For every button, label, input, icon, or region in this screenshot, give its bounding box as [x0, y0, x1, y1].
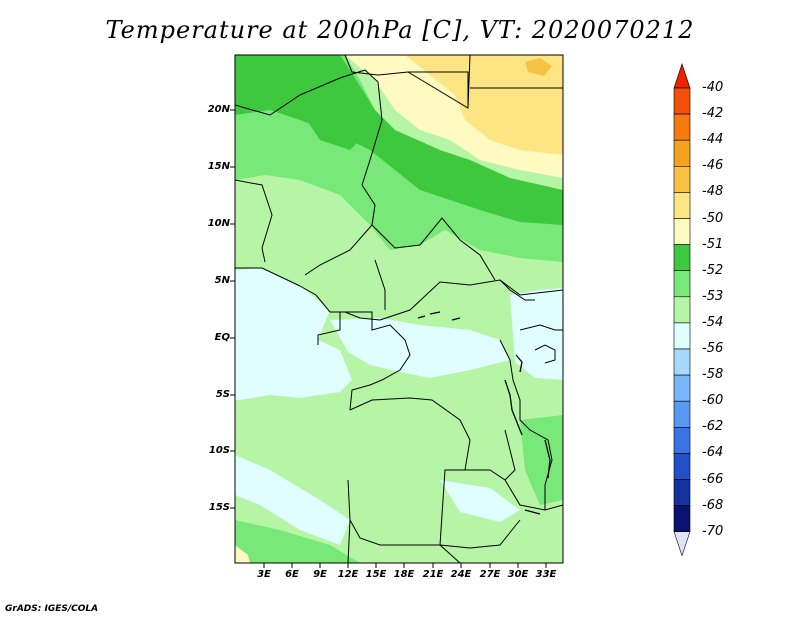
- lat-label: 10S: [208, 445, 230, 456]
- map-frame: [234, 54, 564, 564]
- darkgreen-band: [235, 55, 563, 225]
- colorbar-swatch: [673, 348, 691, 376]
- colorbar-label: -42: [702, 106, 724, 122]
- colorbar-label: -62: [702, 419, 724, 435]
- darkgreen-blob: [300, 95, 370, 150]
- yellow-corner-sw: [235, 545, 250, 563]
- colorbar-label: -51: [702, 236, 724, 252]
- lon-label: 33E: [535, 569, 557, 580]
- cold-region-center: [330, 318, 510, 378]
- colorbar-label: -58: [702, 367, 724, 383]
- lat-label: EQ: [214, 332, 230, 343]
- colorbar-label: -70: [702, 523, 724, 539]
- colorbar-swatch: [673, 139, 691, 167]
- colorbar-label: -46: [702, 158, 724, 174]
- colorbar-swatch: [673, 400, 691, 428]
- cold-region-west: [235, 268, 352, 400]
- map-title: Temperature at 200hPa [C], VT: 202007021…: [105, 16, 695, 44]
- lon-label: 30E: [507, 569, 529, 580]
- colorbar-label: -64: [702, 445, 724, 461]
- colorbar-label: -52: [702, 262, 724, 278]
- borders: [235, 55, 563, 563]
- colorbar-bottom-arrow: [673, 531, 691, 557]
- colorbar-swatch: [673, 374, 691, 402]
- lat-ticks: [230, 109, 235, 509]
- colorbar-swatch: [673, 453, 691, 480]
- cold-region-south1: [235, 455, 350, 545]
- colorbar-label: -44: [702, 132, 724, 148]
- colorbar-label: -40: [702, 80, 724, 95]
- colorbar-swatch: [673, 192, 691, 219]
- colorbar-label: -56: [702, 341, 724, 356]
- colorbar-swatch: [673, 270, 691, 298]
- lat-label: 5N: [214, 275, 230, 286]
- colorbar-label: -53: [702, 288, 724, 304]
- colorbar-label: -60: [702, 393, 724, 409]
- colorbar-label: -48: [702, 184, 724, 200]
- lon-label: 24E: [450, 569, 472, 580]
- colorbar-swatch: [673, 505, 691, 533]
- lat-label: 10N: [207, 218, 230, 229]
- colorbar-label: -66: [702, 471, 724, 487]
- lon-label: 21E: [422, 569, 444, 580]
- credit-text: GrADS: IGES/COLA: [5, 604, 99, 614]
- colorbar-swatch: [673, 244, 691, 272]
- lon-label: 12E: [337, 569, 359, 580]
- colorbar-swatch: [673, 479, 691, 506]
- colorbar-swatch: [673, 87, 691, 115]
- colorbar-swatch: [673, 113, 691, 141]
- lon-label: 9E: [313, 569, 327, 580]
- lon-label: 15E: [365, 569, 387, 580]
- green-patch-south: [235, 520, 360, 563]
- yellow-region: [405, 55, 563, 155]
- cold-region-south2: [440, 480, 520, 522]
- colorbar-swatch: [673, 296, 691, 324]
- colorbar-label: -50: [702, 210, 724, 226]
- temperature-field: [235, 55, 563, 563]
- cold-region-east: [510, 288, 563, 380]
- colorbar-swatch: [673, 218, 691, 245]
- lat-label: 20N: [207, 104, 230, 115]
- lon-label: 6E: [285, 569, 299, 580]
- lat-label: 5S: [215, 389, 230, 400]
- colorbar-top-arrow: [673, 63, 691, 89]
- lon-label: 27E: [479, 569, 501, 580]
- orange-spot: [525, 58, 552, 76]
- colorbar-swatch: [673, 166, 691, 193]
- colorbar: [673, 63, 691, 557]
- lat-label: 15S: [208, 502, 230, 513]
- lakes: [417, 311, 551, 515]
- colorbar-label: -54: [702, 314, 724, 330]
- colorbar-label: -68: [702, 497, 724, 513]
- lon-label: 3E: [257, 569, 271, 580]
- colorbar-swatch: [673, 426, 691, 454]
- lon-label: 18E: [393, 569, 415, 580]
- lon-ticks: [263, 563, 547, 568]
- colorbar-swatch: [673, 322, 691, 350]
- green-patch-east: [520, 415, 563, 505]
- lat-label: 15N: [207, 161, 230, 172]
